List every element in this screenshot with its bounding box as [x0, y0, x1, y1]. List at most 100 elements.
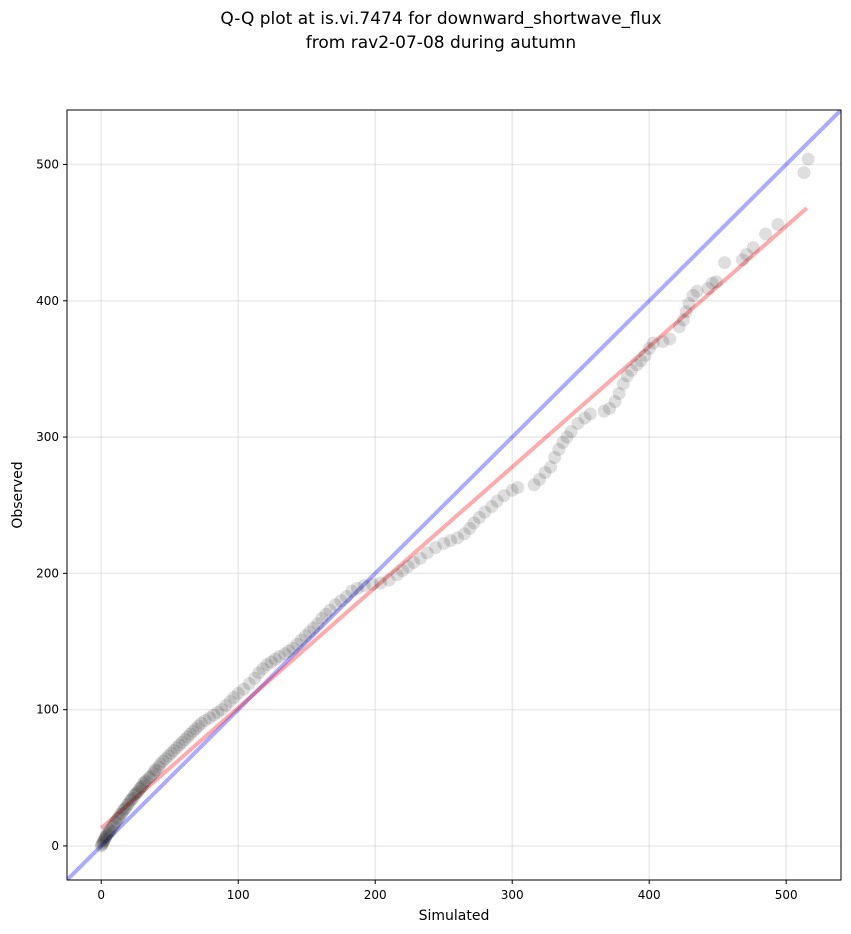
- qq-point: [511, 481, 525, 495]
- qq-point: [172, 738, 186, 752]
- qq-point: [620, 369, 634, 383]
- x-tick-label: 400: [638, 888, 661, 902]
- qq-point: [97, 833, 111, 847]
- qq-point: [345, 584, 359, 598]
- qq-point: [294, 633, 308, 647]
- qq-point: [556, 436, 570, 450]
- qq-point: [307, 621, 321, 635]
- y-tick-label: 300: [36, 430, 59, 444]
- qq-point: [608, 395, 622, 409]
- qq-point: [630, 358, 644, 372]
- qq-point: [429, 540, 443, 554]
- qq-point: [112, 810, 126, 824]
- qq-point: [315, 611, 329, 625]
- qq-point: [156, 754, 170, 768]
- qq-point: [527, 478, 541, 492]
- qq-point: [186, 724, 200, 738]
- qq-point: [323, 603, 337, 617]
- qq-point: [99, 829, 113, 843]
- qq-point: [104, 823, 118, 837]
- x-tick-label: 300: [501, 888, 524, 902]
- qq-point: [149, 763, 163, 777]
- qq-point: [663, 332, 677, 346]
- y-tick-label: 100: [36, 703, 59, 717]
- qq-point: [95, 838, 109, 852]
- qq-point: [181, 730, 195, 744]
- qq-point: [571, 416, 585, 430]
- qq-point: [485, 500, 499, 514]
- qq-point: [159, 752, 173, 766]
- qq-point: [124, 793, 138, 807]
- qq-point: [248, 671, 262, 685]
- qq-point: [339, 590, 353, 604]
- qq-point: [311, 617, 325, 631]
- qq-point: [96, 835, 110, 849]
- qq-point: [202, 711, 216, 725]
- qq-point: [583, 407, 597, 421]
- qq-point: [290, 637, 304, 651]
- qq-point: [718, 256, 732, 270]
- qq-point: [94, 839, 108, 853]
- qq-point: [676, 313, 690, 327]
- qq-point: [334, 594, 348, 608]
- qq-point: [219, 699, 233, 713]
- qq-point: [413, 551, 427, 565]
- qq-point: [298, 629, 312, 643]
- qq-point: [115, 806, 129, 820]
- qq-point: [735, 253, 749, 267]
- qq-point: [679, 305, 693, 319]
- qq-point: [198, 714, 212, 728]
- qq-point: [705, 276, 719, 290]
- qq-point: [390, 568, 404, 582]
- qq-point: [118, 802, 132, 816]
- qq-point: [624, 363, 638, 377]
- qq-point: [602, 401, 616, 415]
- qq-point: [278, 647, 292, 661]
- qq-point: [463, 521, 477, 535]
- fit-line: [99, 206, 809, 830]
- x-tick-label: 0: [97, 888, 105, 902]
- y-tick-label: 200: [36, 566, 59, 580]
- x-tick-label: 100: [227, 888, 250, 902]
- qq-point: [100, 828, 114, 842]
- qq-point: [98, 832, 112, 846]
- x-tick-label: 200: [364, 888, 387, 902]
- qq-point: [490, 494, 504, 508]
- qq-point: [797, 166, 811, 180]
- qq-point: [167, 744, 181, 758]
- qq-point: [192, 719, 206, 733]
- qq-point: [148, 764, 162, 778]
- qq-point: [268, 652, 282, 666]
- qq-point: [746, 241, 760, 255]
- qq-point: [407, 555, 421, 569]
- qq-point: [282, 644, 296, 658]
- qq-point: [170, 741, 184, 755]
- qq-point: [189, 722, 203, 736]
- qq-point: [642, 341, 656, 355]
- y-tick-label: 0: [51, 839, 59, 853]
- qq-point: [686, 288, 700, 302]
- qq-point: [616, 377, 630, 391]
- quantile-points: [94, 152, 815, 853]
- qq-point: [98, 831, 112, 845]
- qq-point: [128, 787, 142, 801]
- y-axis-label: Observed: [10, 461, 26, 528]
- qq-point: [183, 727, 197, 741]
- qq-point: [444, 534, 458, 548]
- qq-point: [533, 472, 547, 486]
- qq-point: [126, 791, 140, 805]
- qq-point: [597, 404, 611, 418]
- plot-frame: [66, 109, 842, 881]
- qq-point: [102, 824, 116, 838]
- qq-point: [350, 581, 364, 595]
- qq-point: [286, 641, 300, 655]
- qq-point: [319, 607, 333, 621]
- qq-point: [215, 703, 229, 717]
- qq-point: [123, 794, 137, 808]
- qq-point: [548, 451, 562, 465]
- qq-point: [357, 579, 371, 593]
- y-tick-label: 400: [36, 294, 59, 308]
- chart-title-line-1: Q-Q plot at is.vi.7474 for downward_shor…: [220, 9, 661, 29]
- qq-point: [374, 576, 388, 590]
- qq-point: [709, 275, 723, 289]
